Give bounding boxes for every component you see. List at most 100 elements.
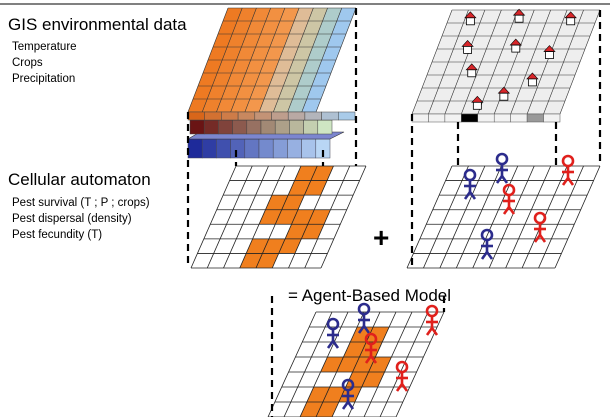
house-icon — [512, 8, 526, 23]
red-agent-icon-leg — [395, 383, 404, 392]
temperature-layer-cell — [308, 8, 328, 21]
ca-grid-cell — [304, 180, 328, 196]
crops-layer-edge — [189, 119, 205, 135]
precipitation-layer-edge — [287, 138, 302, 159]
temperature-layer-cell — [326, 34, 346, 47]
plus-sign: + — [373, 222, 390, 253]
precipitation-layer-edge — [216, 138, 231, 159]
abm-grid-gridline — [363, 311, 413, 417]
house-icon — [465, 63, 478, 78]
house-body — [514, 14, 524, 23]
temperature-layer-cell — [221, 86, 241, 99]
temperature-layer-cell — [250, 47, 270, 60]
agents-grid — [406, 152, 601, 269]
temperature-layer-cell — [251, 8, 271, 21]
temperature-layer-cell — [259, 99, 279, 112]
abm-grid-gridline — [347, 311, 397, 417]
temperature-layer-cell — [232, 21, 252, 34]
red-agent-icon-leg — [502, 206, 511, 215]
temperature-layer-cell — [265, 8, 285, 21]
temperature-layer-cell — [254, 73, 275, 86]
temperature-layer-cell — [237, 8, 257, 21]
houses-grid-edge — [493, 113, 511, 123]
temperature-layer-cell — [298, 34, 318, 47]
temperature-layer-cell — [297, 73, 317, 86]
temperature-layer-cell — [284, 34, 304, 47]
temperature-layer-cell — [212, 73, 232, 86]
temperature-layer-cell — [203, 60, 223, 73]
temperature-layer-cell — [302, 60, 322, 73]
temperature-layer-cell — [287, 99, 307, 112]
temperature-layer-cell — [259, 60, 280, 73]
houses-grid-edge — [510, 113, 528, 123]
blue-agent-icon-leg — [468, 191, 477, 200]
abm-grid-gridline — [299, 311, 349, 417]
house-body — [465, 17, 475, 26]
abm-grid-cell — [361, 372, 385, 387]
house-body — [499, 92, 509, 101]
temperature-layer-cell — [264, 86, 284, 99]
red-agent-icon-leg — [364, 355, 373, 364]
red-agent-icon-leg — [425, 327, 434, 336]
house-body — [527, 78, 537, 87]
blue-agent-icon — [326, 317, 340, 349]
blue-agent-icon-leg — [463, 191, 472, 200]
temperature-layer-cell — [306, 86, 326, 99]
result-label: = Agent-Based Model — [288, 286, 452, 305]
precipitation-layer-edge — [244, 138, 260, 159]
ca-grid-gridline — [288, 165, 334, 269]
temperature-layer-edge — [304, 111, 322, 121]
red-agent-icon — [561, 154, 575, 186]
temperature-layer-cell — [245, 60, 265, 73]
temperature-layer-cell — [273, 99, 293, 112]
red-agent-icon — [425, 304, 439, 336]
abm-grid-cell — [366, 327, 390, 342]
houses-grid — [411, 8, 601, 123]
temperature-layer-cell — [317, 21, 337, 34]
gis-title: GIS environmental data — [8, 15, 187, 34]
temperature-layer-edge — [271, 111, 289, 121]
ca-grid-gridline — [320, 165, 367, 269]
abm-grid-cell — [316, 402, 339, 417]
temperature-layer-cell — [198, 73, 218, 86]
ca-grid-cell — [239, 253, 263, 268]
temperature-layer-cell — [336, 8, 356, 21]
house-icon — [497, 86, 511, 101]
blue-agent-icon-leg — [357, 325, 366, 334]
red-agent-icon-leg — [400, 383, 409, 392]
abm-grid — [267, 302, 445, 417]
blue-agent-icon-leg — [500, 175, 509, 184]
temperature-layer-cell — [279, 8, 300, 21]
houses-grid-edge — [444, 113, 462, 123]
crops-layer-edge — [232, 119, 248, 135]
ca-grid-gridline — [271, 165, 318, 269]
red-agent-icon — [364, 332, 378, 364]
temperature-layer-cell — [188, 99, 208, 112]
temperature-layer-cell — [244, 99, 265, 112]
ca-grid-cell — [288, 180, 311, 196]
agents-grid-gridline — [505, 165, 552, 269]
house-icon — [526, 72, 539, 87]
house-body — [545, 51, 554, 59]
blue-agent-icon-leg — [341, 401, 350, 410]
crops-layer-edge — [203, 119, 219, 135]
temperature-layer-cell — [303, 21, 323, 34]
temperature-layer-cell — [223, 8, 243, 21]
temperature-layer-cell — [202, 99, 222, 112]
ca-rule-survival: Pest survival (T ; P ; crops) — [12, 197, 150, 209]
abm-grid-cell — [343, 342, 367, 357]
temperature-layer-cell — [279, 47, 299, 60]
blue-agent-icon-leg — [480, 251, 489, 260]
abm-grid-gridline — [315, 311, 365, 417]
ca-rule-dispersal: Pest dispersal (density) — [12, 213, 132, 225]
precipitation-layer-edge — [258, 138, 274, 159]
temperature-layer-cell — [240, 73, 260, 86]
abm-grid-cell — [306, 387, 330, 402]
ca-grid-gridline — [223, 165, 269, 269]
blue-agent-icon-leg — [495, 175, 504, 184]
ca-grid-gridline — [304, 165, 351, 269]
temperature-layer-edge — [287, 111, 306, 121]
temperature-layer-edge — [237, 111, 256, 121]
temperature-layer-cell — [312, 34, 332, 47]
ca-grid-cell — [246, 238, 269, 254]
